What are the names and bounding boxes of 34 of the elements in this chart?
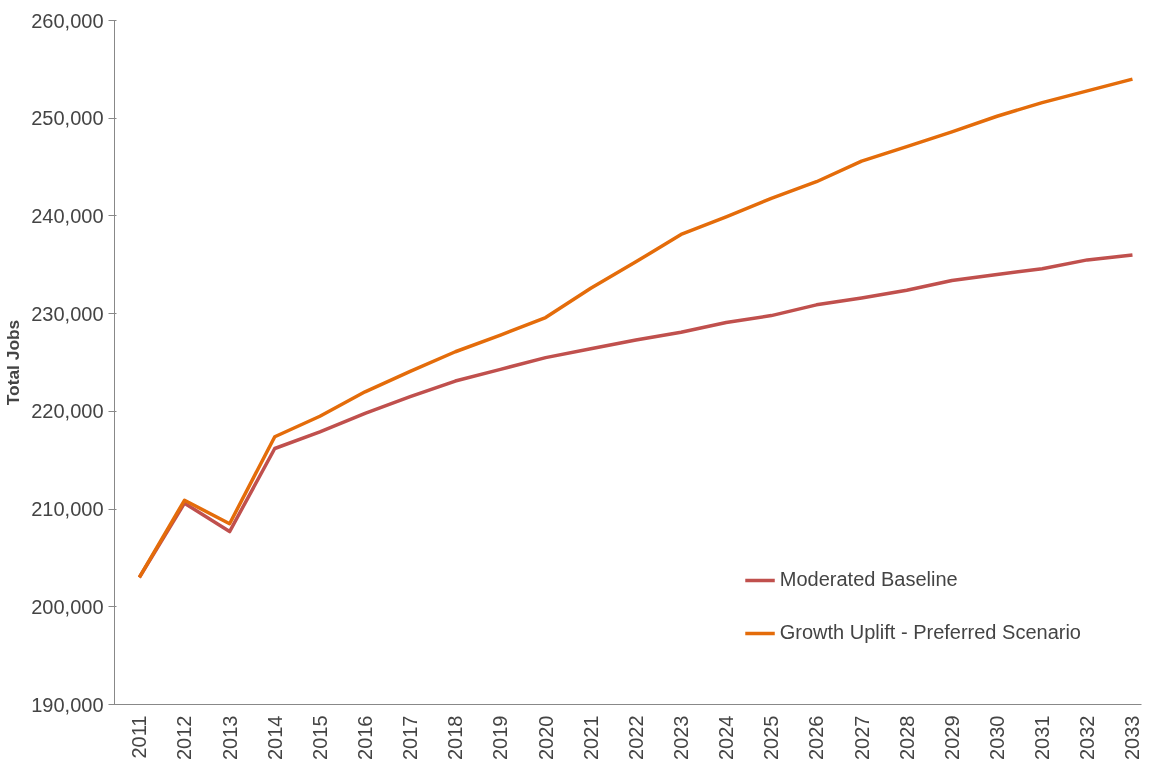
x-tick-label: 2025 [760,715,783,760]
y-tick-label: 250,000 [31,107,104,130]
x-tick-label: 2024 [715,715,738,760]
x-tick-label: 2028 [895,715,918,760]
y-tick-label: 210,000 [31,498,104,521]
x-tick-label: 2012 [173,715,196,760]
x-tick-label: 2014 [263,715,286,760]
x-tick-label: 2029 [940,715,963,760]
x-tick-label: 2013 [218,715,241,760]
y-tick-label: 200,000 [31,595,104,618]
x-tick-label: 2032 [1076,715,1099,760]
x-tick-label: 2020 [534,715,557,760]
x-tick-label: 2030 [986,715,1009,760]
x-tick-label: 2016 [354,715,377,760]
y-tick-label: 230,000 [31,302,104,325]
x-tick-label: 2021 [579,715,602,760]
y-tick-label: 240,000 [31,204,104,227]
x-tick-label: 2031 [1031,715,1054,760]
x-tick-label: 2026 [805,715,828,760]
y-axis-title: Total Jobs [3,319,24,406]
x-tick-label: 2023 [670,715,693,760]
x-tick-label: 2033 [1121,715,1144,760]
y-tick-label: 260,000 [31,9,104,32]
x-tick-label: 2017 [399,715,422,760]
x-tick-label: 2019 [489,715,512,760]
legend-label: Moderated Baseline [779,568,958,591]
x-tick-label: 2011 [128,715,151,759]
x-tick-label: 2022 [624,715,647,760]
y-tick-label: 220,000 [31,400,104,423]
x-tick-label: 2015 [308,715,331,760]
y-tick-label: 190,000 [31,693,104,716]
x-tick-label: 2027 [850,715,873,760]
x-tick-label: 2018 [444,715,467,760]
legend-label: Growth Uplift - Preferred Scenario [779,621,1081,644]
